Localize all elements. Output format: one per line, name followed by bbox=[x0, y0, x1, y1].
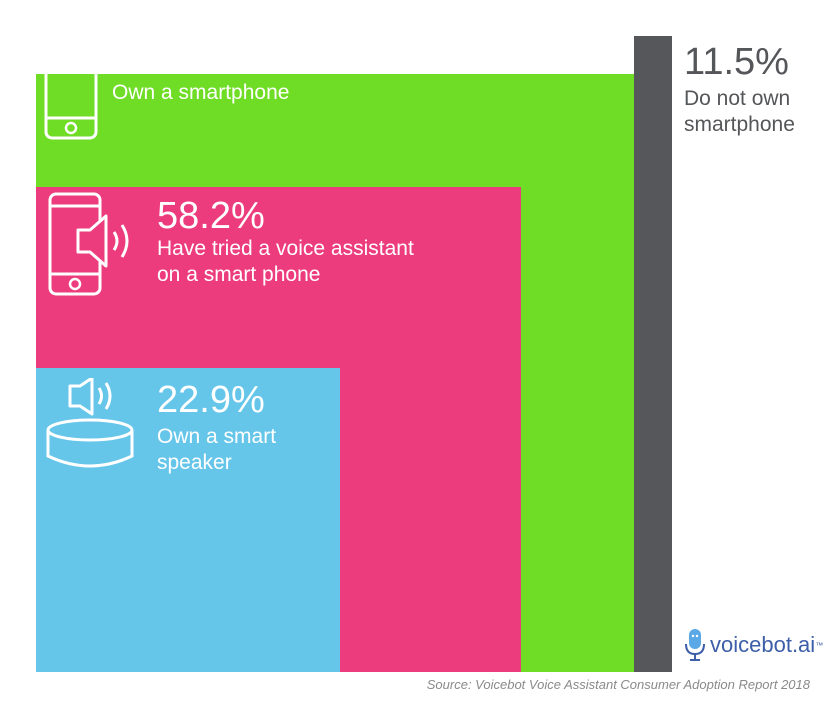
block-smart-speaker bbox=[36, 367, 341, 672]
label-own-smartphone: Own a smartphone bbox=[112, 81, 290, 104]
smart-speaker-icon bbox=[46, 378, 134, 468]
label-smart-speaker-line1: Own a smart bbox=[157, 425, 277, 448]
label-smart-speaker-line2: speaker bbox=[157, 451, 232, 474]
brand-trademark: ™ bbox=[815, 640, 824, 650]
label-percent-no-smartphone: 11.5% bbox=[684, 41, 789, 83]
label-percent-smart-speaker: 22.9% bbox=[157, 379, 265, 421]
label-voice-assistant-line2: on a smart phone bbox=[157, 263, 321, 286]
label-no-smartphone-line2: smartphone bbox=[684, 113, 795, 136]
label-percent-voice-assistant: 58.2% bbox=[157, 195, 265, 237]
brand-logo: voicebot.ai ™ bbox=[684, 628, 823, 662]
source-note: Source: Voicebot Voice Assistant Consume… bbox=[426, 677, 810, 692]
label-no-smartphone-line1: Do not own bbox=[684, 87, 791, 110]
brand-name: voicebot.ai bbox=[710, 632, 816, 657]
label-percent-smartphone: 88.5% bbox=[112, 39, 220, 81]
smartphone-icon bbox=[44, 36, 98, 140]
label-voice-assistant-line1: Have tried a voice assistant bbox=[157, 237, 414, 260]
microphone-icon bbox=[685, 629, 705, 661]
phone-speaker-icon bbox=[48, 192, 129, 296]
block-no-smartphone bbox=[634, 36, 672, 672]
